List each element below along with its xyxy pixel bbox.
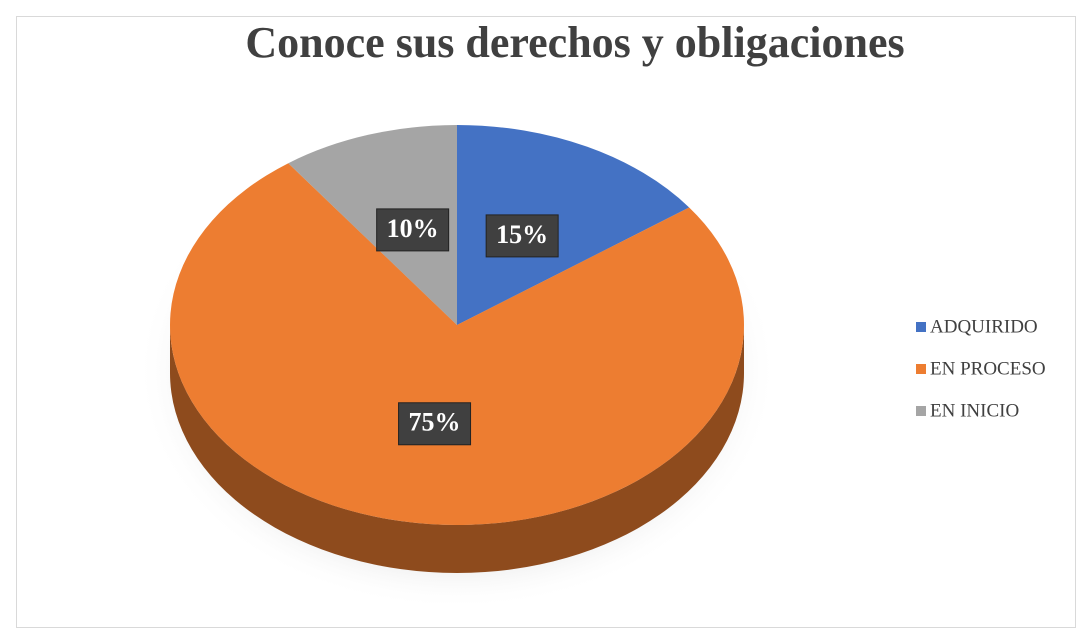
data-label-box [376, 208, 450, 252]
slice [457, 125, 690, 325]
data-label-box [485, 214, 559, 258]
data-label-box [398, 402, 472, 446]
chart-title: Conoce sus derechos y obligaciones [245, 18, 904, 67]
legend-swatch [916, 364, 926, 374]
data-label: 15% [496, 220, 548, 249]
legend-label: EN PROCESO [930, 358, 1046, 379]
slice [288, 125, 457, 325]
slice [169, 163, 744, 525]
legend-label: EN INICIO [930, 400, 1019, 421]
slice-side [170, 325, 744, 573]
data-label: 75% [409, 408, 461, 437]
data-label: 10% [387, 214, 439, 243]
legend-swatch [916, 322, 926, 332]
legend-label: ADQUIRIDO [930, 316, 1038, 337]
legend-swatch [916, 406, 926, 416]
